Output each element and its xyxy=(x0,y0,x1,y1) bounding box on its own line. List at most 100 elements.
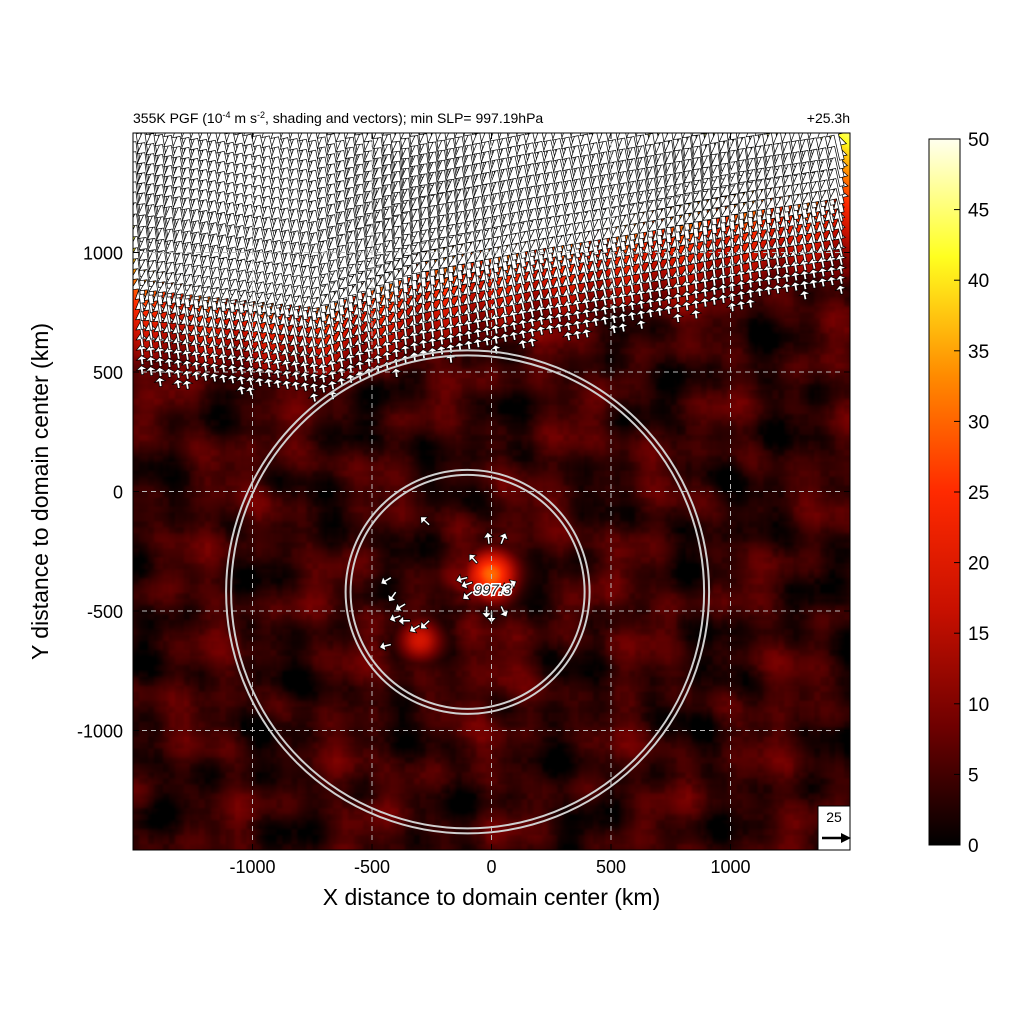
pgf-vector xyxy=(407,341,421,352)
pgf-vector xyxy=(189,370,203,381)
pgf-vector xyxy=(698,297,712,308)
pgf-vector xyxy=(207,351,221,364)
pgf-vector xyxy=(680,280,694,293)
pgf-vector xyxy=(725,302,739,313)
pgf-vector xyxy=(543,314,557,325)
x-tick-label: 500 xyxy=(596,857,626,877)
pgf-vector xyxy=(135,365,149,376)
pgf-vector xyxy=(570,298,584,311)
pgf-vector xyxy=(716,293,730,304)
pgf-vector xyxy=(316,373,330,384)
pgf-vector xyxy=(425,314,439,330)
y-tick-label: 0 xyxy=(113,483,123,503)
pgf-vector xyxy=(743,288,757,299)
pgf-vector xyxy=(498,532,509,545)
pgf-vector xyxy=(225,364,239,375)
pgf-vector xyxy=(371,331,384,347)
pgf-vector xyxy=(471,305,484,321)
pgf-vector xyxy=(280,358,293,371)
pgf-vector xyxy=(662,304,676,315)
pgf-vector xyxy=(420,516,431,527)
pgf-vector xyxy=(516,329,530,340)
pgf-vector xyxy=(244,386,257,397)
pgf-vector xyxy=(616,322,630,333)
pgf-vector xyxy=(525,317,539,328)
pgf-vector xyxy=(144,333,157,349)
colorbar-tick-label: 20 xyxy=(968,554,989,575)
pgf-vector xyxy=(634,319,648,330)
pgf-vector xyxy=(661,272,675,288)
pgf-vector xyxy=(462,329,476,340)
pgf-vector xyxy=(571,319,584,330)
pgf-vector xyxy=(707,274,721,287)
pgf-vector xyxy=(598,305,612,316)
pgf-vector xyxy=(444,333,458,344)
pgf-vector xyxy=(571,329,584,340)
pgf-vector xyxy=(271,357,284,370)
plot-area: 997.3 25 xyxy=(132,132,851,851)
pgf-vector xyxy=(798,280,812,291)
pgf-vector xyxy=(807,257,820,270)
distance-rings xyxy=(225,349,711,835)
pgf-vector xyxy=(144,345,158,358)
pgf-vector xyxy=(671,302,685,313)
pgf-vector xyxy=(398,344,412,355)
pgf-vector xyxy=(426,337,440,348)
pgf-vector xyxy=(389,336,403,349)
pgf-vector xyxy=(444,311,457,326)
pgf-vector xyxy=(462,307,475,323)
pgf-vector xyxy=(761,253,775,268)
pgf-vector xyxy=(416,339,431,350)
pgf-vector xyxy=(643,298,657,309)
colorbar-ticks: 0 5 10 15 20 25 30 35 40 45 50 xyxy=(954,130,989,857)
pgf-vector xyxy=(671,313,685,324)
pgf-vector xyxy=(834,274,848,285)
pgf-vector xyxy=(579,297,593,310)
pgf-vector xyxy=(471,328,485,339)
pgf-vector xyxy=(353,349,366,362)
pgf-vector xyxy=(435,345,449,356)
pgf-vector xyxy=(362,335,375,350)
pgf-vector xyxy=(652,274,666,289)
pgf-vector xyxy=(398,322,412,337)
y-tick-label: -1000 xyxy=(77,722,123,742)
pgf-vector xyxy=(171,347,185,360)
pgf-vector xyxy=(504,579,517,590)
pgf-vector xyxy=(834,264,848,275)
pgf-vector xyxy=(380,328,394,344)
pgf-vector xyxy=(280,369,294,380)
pgf-vector xyxy=(807,268,821,279)
pgf-vector xyxy=(180,379,194,390)
pgf-vector xyxy=(371,343,385,356)
pgf-vector xyxy=(834,253,847,266)
pgf-vector xyxy=(198,350,212,363)
storm-center: 997.3 xyxy=(472,580,513,600)
pgf-vector xyxy=(734,280,748,291)
pgf-vector xyxy=(409,623,421,634)
pgf-vector xyxy=(752,265,766,278)
colorbar-tick-label: 35 xyxy=(968,342,989,363)
pgf-vector xyxy=(789,271,803,282)
pgf-vector xyxy=(634,309,648,320)
pgf-vector xyxy=(525,327,539,338)
pgf-vector xyxy=(580,318,593,329)
pgf-vector xyxy=(482,531,494,545)
pgf-vector xyxy=(460,579,474,590)
pgf-vector xyxy=(734,290,748,301)
pgf-vector xyxy=(180,369,194,380)
pgf-vector xyxy=(344,373,358,384)
pgf-vector xyxy=(689,309,703,320)
distance-ring xyxy=(344,468,591,715)
pgf-vector xyxy=(571,309,584,320)
pgf-vector xyxy=(743,267,757,280)
x-tick-label: 1000 xyxy=(710,857,750,877)
pgf-vector xyxy=(771,263,784,276)
pgf-vector xyxy=(771,274,785,285)
pgf-vector xyxy=(680,291,694,302)
pgf-vector xyxy=(153,345,167,359)
distance-ring xyxy=(225,349,711,835)
pgf-vector xyxy=(353,338,366,353)
pgf-vector xyxy=(362,346,376,359)
pgf-vector xyxy=(834,284,848,295)
